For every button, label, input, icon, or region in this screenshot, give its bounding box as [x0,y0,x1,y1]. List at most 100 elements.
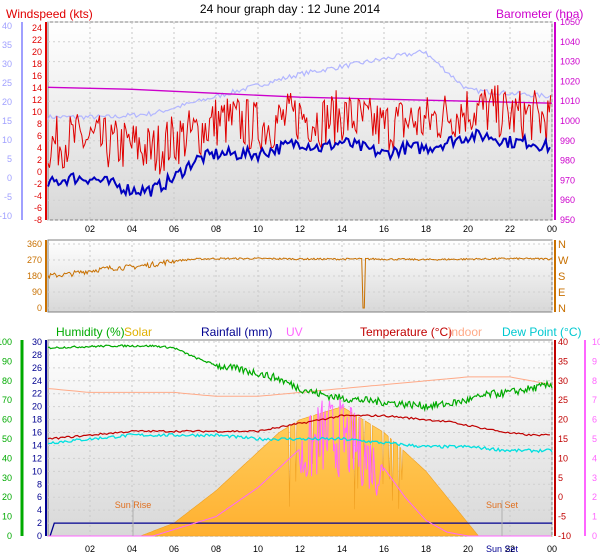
time-tick-label: 04 [127,224,137,234]
gust-tick-label: 15 [2,116,12,126]
gust-tick-label: 25 [2,78,12,88]
sunset-label: Sun Set [486,500,519,510]
temperature-tick-label: 20 [558,415,568,425]
uv-tick-label: 7 [592,395,597,405]
humidity-tick-label: 50 [2,434,12,444]
barometer-tick-label: 950 [560,215,575,225]
windspeed-tick-label: 18 [32,59,42,69]
time-tick-label: 16 [379,224,389,234]
humidity-tick-label: 40 [2,453,12,463]
uv-tick-label: 9 [592,356,597,366]
gust-tick-label: 20 [2,97,12,107]
uv-tick-label: 6 [592,415,597,425]
temperature-tick-label: -10 [558,531,571,541]
rainfall-tick-label: 20 [32,402,42,412]
rainfall-label: Rainfall (mm) [201,325,272,339]
windspeed-tick-label: 24 [32,23,42,33]
dewpoint-line [47,432,553,454]
time-tick-label: 14 [337,224,347,234]
windspeed-tick-label: -8 [34,215,42,225]
time-tick-label: 10 [253,224,263,234]
humidity-label: Humidity (%) [56,325,125,339]
uv-line [48,397,551,537]
time-tick-label: 22 [505,224,515,234]
temperature-tick-label: 15 [558,434,568,444]
time-tick-label: 18 [421,224,431,234]
rainfall-tick-label: 8 [37,479,42,489]
humidity-tick-label: 90 [2,356,12,366]
uv-tick-label: 4 [592,453,597,463]
time-tick-label: 08 [211,544,221,554]
average-wind-line [47,128,551,198]
windspeed-tick-label: 10 [32,107,42,117]
rainfall-tick-label: 6 [37,492,42,502]
direction-tick-label: 90 [32,287,42,297]
temperature-line [47,414,550,440]
gust-tick-label: 40 [2,21,12,31]
barometer-tick-label: 1030 [560,57,580,67]
gust-tick-label: 30 [2,59,12,69]
time-tick-label: 00 [547,224,557,234]
compass-letter: E [558,287,565,299]
humidity-tick-label: 30 [2,473,12,483]
time-tick-label: 18 [421,544,431,554]
direction-tick-label: 180 [27,271,42,281]
time-tick-label: 00 [547,544,557,554]
windspeed-line [47,85,552,175]
time-tick-label: 02 [85,544,95,554]
barometer-tick-label: 990 [560,136,575,146]
windspeed-tick-label: -6 [34,203,42,213]
windspeed-tick-label: 2 [37,155,42,165]
humidity-tick-label: 60 [2,415,12,425]
direction-tick-label: 270 [27,255,42,265]
uv-tick-label: 5 [592,434,597,444]
time-tick-label: 20 [463,544,473,554]
gust-tick-label: 5 [7,154,12,164]
windspeed-axis-title: Windspeed (kts) [6,7,93,21]
windspeed-tick-label: 22 [32,35,42,45]
rainfall-tick-label: 26 [32,363,42,373]
compass-letter: N [558,239,566,251]
time-tick-label: 10 [253,544,263,554]
time-tick-label: 14 [337,544,347,554]
compass-letter: N [558,303,566,315]
temperature-tick-label: 5 [558,473,563,483]
direction-tick-label: 0 [37,303,42,313]
sunset-axis-label: Sun Set [486,544,519,554]
windspeed-tick-label: -2 [34,179,42,189]
time-tick-label: 12 [295,224,305,234]
indoor-line [47,376,553,397]
compass-letter: W [558,255,569,267]
humidity-tick-label: 20 [2,492,12,502]
time-tick-label: 04 [127,544,137,554]
temperature-tick-label: 30 [558,376,568,386]
humidity-line [47,344,553,413]
windspeed-tick-label: 16 [32,71,42,81]
rainfall-tick-label: 12 [32,453,42,463]
temperature-tick-label: 10 [558,453,568,463]
windspeed-tick-label: 14 [32,83,42,93]
humidity-tick-label: 70 [2,395,12,405]
time-tick-label: 06 [169,544,179,554]
barometer-tick-label: 1020 [560,76,580,86]
barometer-axis-title: Barometer (hpa) [496,7,583,21]
gust-tick-label: -5 [4,192,12,202]
humidity-tick-label: 10 [2,512,12,522]
gust-tick-label: -10 [0,211,12,221]
windspeed-tick-label: 8 [37,119,42,129]
rainfall-tick-label: 18 [32,415,42,425]
humidity-tick-label: 80 [2,376,12,386]
rainfall-tick-label: 0 [37,531,42,541]
time-tick-label: 02 [85,224,95,234]
gust-tick-label: 10 [2,135,12,145]
panel-environment-series [47,344,553,537]
temperature-tick-label: 0 [558,492,563,502]
humidity-tick-label: 100 [0,337,12,347]
chart-title: 24 hour graph day : 12 June 2014 [200,2,380,16]
dewpoint-label: Dew Point (°C) [502,325,581,339]
rainfall-line [49,522,552,537]
rainfall-tick-label: 16 [32,428,42,438]
windspeed-tick-label: -4 [34,191,42,201]
barometer-tick-label: 1050 [560,17,580,27]
panel-direction-series [47,257,552,309]
